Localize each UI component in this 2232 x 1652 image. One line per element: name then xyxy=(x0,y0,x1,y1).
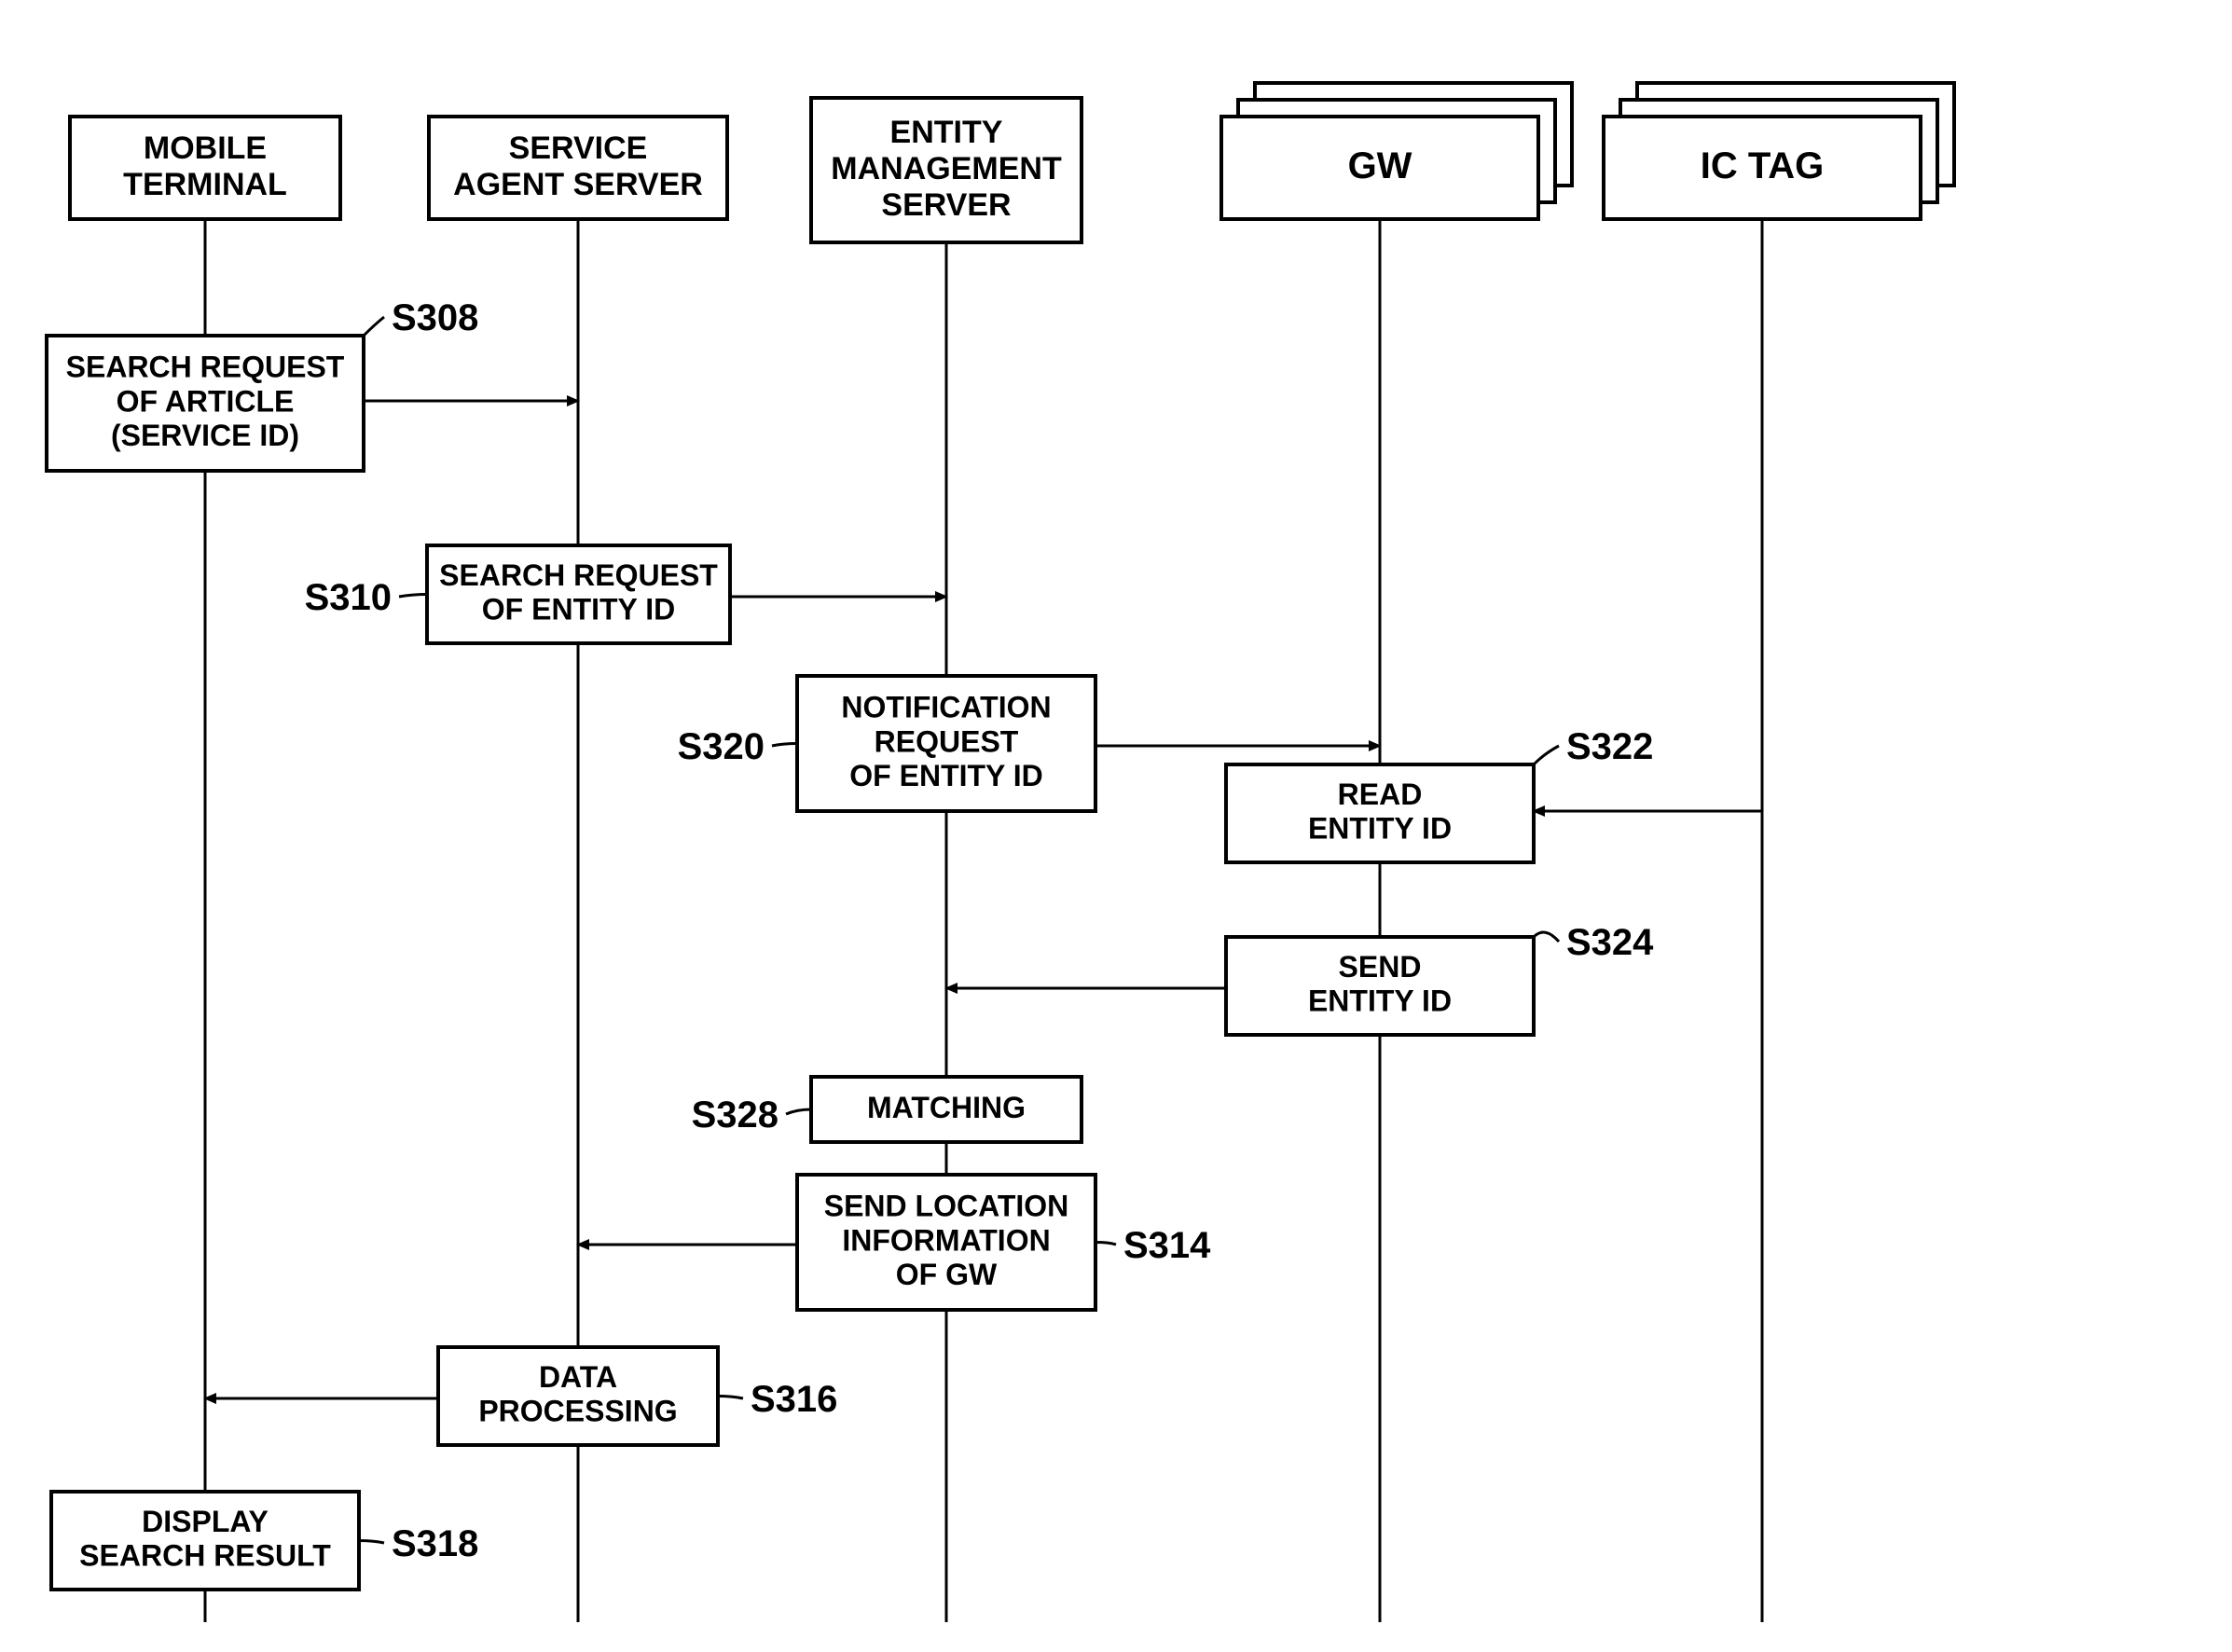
tick-s322 xyxy=(1534,746,1559,764)
step-box-s322: READENTITY ID xyxy=(1226,764,1534,862)
step-label-s328: S328 xyxy=(692,1094,778,1136)
tick-s310 xyxy=(399,595,427,598)
step-box-s314: SEND LOCATIONINFORMATIONOF GW xyxy=(797,1175,1095,1310)
step-label-s308: S308 xyxy=(392,297,478,338)
step-box-s324: SENDENTITY ID xyxy=(1226,937,1534,1035)
tick-s314 xyxy=(1095,1243,1116,1246)
tick-s324 xyxy=(1534,932,1559,942)
lifeline-header-gw-label: GW xyxy=(1348,145,1412,186)
text-line: OF ENTITY ID xyxy=(849,759,1042,792)
text-line: DATA xyxy=(539,1360,617,1394)
step-label-s316: S316 xyxy=(751,1379,837,1420)
tick-s328 xyxy=(786,1109,811,1114)
text-line: GW xyxy=(1348,145,1412,186)
step-box-s318: DISPLAYSEARCH RESULT xyxy=(51,1492,359,1590)
tick-s320 xyxy=(772,744,797,747)
text-line: DISPLAY xyxy=(142,1505,269,1538)
step-label-s320: S320 xyxy=(678,726,765,767)
text-line: AGENT SERVER xyxy=(453,167,703,202)
text-line: OF ARTICLE xyxy=(117,384,295,418)
tick-s316 xyxy=(718,1397,743,1399)
sequence-diagram: MOBILETERMINALSERVICEAGENT SERVERENTITYM… xyxy=(0,0,2232,1652)
step-box-s308: SEARCH REQUESTOF ARTICLE(SERVICE ID) xyxy=(47,336,364,471)
tick-s318 xyxy=(359,1541,384,1544)
text-line: (SERVICE ID) xyxy=(111,419,299,452)
step-box-s310: SEARCH REQUESTOF ENTITY ID xyxy=(427,545,730,643)
text-line: OF ENTITY ID xyxy=(482,593,675,626)
step-box-s320: NOTIFICATIONREQUESTOF ENTITY ID xyxy=(797,676,1095,811)
text-line: ENTITY ID xyxy=(1308,812,1452,846)
tick-s308 xyxy=(364,317,384,336)
text-line: MANAGEMENT xyxy=(831,151,1062,186)
text-line: MOBILE xyxy=(144,131,267,166)
diagram-layer: MOBILETERMINALSERVICEAGENT SERVERENTITYM… xyxy=(47,83,1954,1622)
text-line: ENTITY ID xyxy=(1308,984,1452,1018)
text-line: TERMINAL xyxy=(123,167,287,202)
text-line: SEND LOCATION xyxy=(824,1190,1069,1223)
text-line: REQUEST xyxy=(875,724,1019,758)
lifeline-header-service: SERVICEAGENT SERVER xyxy=(429,117,727,219)
step-label-s322: S322 xyxy=(1566,726,1653,767)
step-label-s324: S324 xyxy=(1566,922,1654,963)
text-line: SEARCH REQUEST xyxy=(439,558,718,592)
step-label-s310: S310 xyxy=(305,577,392,618)
text-line: SERVER xyxy=(881,187,1011,223)
lifeline-header-gw: GW xyxy=(1221,83,1572,219)
text-line: NOTIFICATION xyxy=(841,691,1051,724)
text-line: SEARCH REQUEST xyxy=(66,351,345,384)
step-box-s328: MATCHING xyxy=(811,1077,1082,1142)
lifeline-header-ictag-label: IC TAG xyxy=(1701,145,1825,186)
step-label-s314: S314 xyxy=(1123,1225,1211,1266)
lifeline-header-ictag: IC TAG xyxy=(1604,83,1954,219)
text-line: PROCESSING xyxy=(478,1395,677,1428)
text-line: MATCHING xyxy=(867,1091,1026,1124)
text-line: OF GW xyxy=(896,1258,998,1291)
step-box-s328-label: MATCHING xyxy=(867,1091,1026,1124)
lifeline-header-entity: ENTITYMANAGEMENTSERVER xyxy=(811,98,1082,242)
text-line: READ xyxy=(1338,778,1423,811)
step-label-s318: S318 xyxy=(392,1523,478,1564)
text-line: INFORMATION xyxy=(842,1223,1050,1257)
lifeline-header-mobile-label: MOBILETERMINAL xyxy=(123,131,287,202)
text-line: SERVICE xyxy=(509,131,648,166)
text-line: ENTITY xyxy=(890,115,1003,150)
text-line: IC TAG xyxy=(1701,145,1825,186)
text-line: SEND xyxy=(1339,950,1422,984)
text-line: SEARCH RESULT xyxy=(79,1539,331,1573)
lifeline-header-mobile: MOBILETERMINAL xyxy=(70,117,340,219)
step-box-s316: DATAPROCESSING xyxy=(438,1347,718,1445)
